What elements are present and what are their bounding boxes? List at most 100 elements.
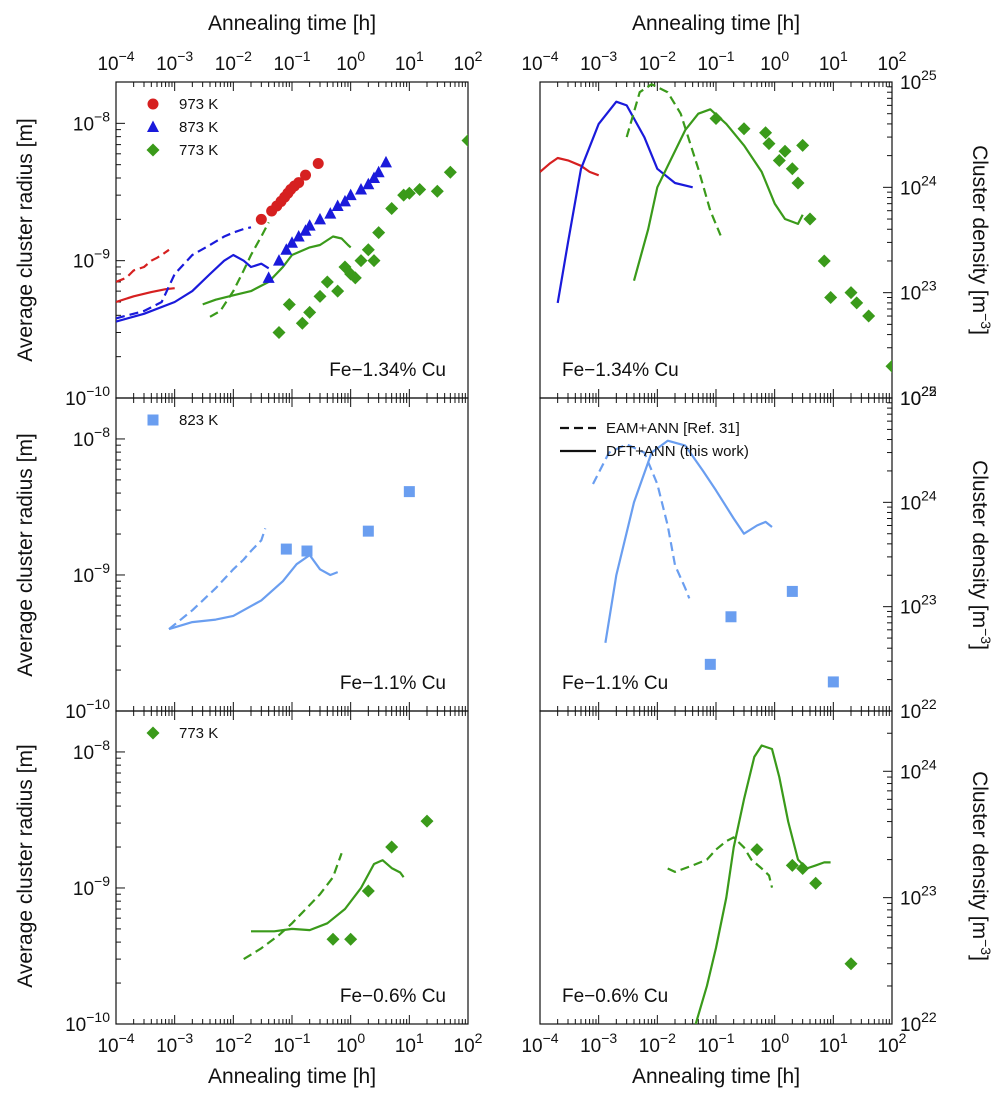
x-tick-label-base: 10 <box>395 1036 416 1057</box>
y-tick-label-exp: 24 <box>921 756 937 772</box>
x-tick-label-base: 10 <box>580 1036 601 1057</box>
x-tick-label: 100 <box>336 48 365 75</box>
y-tick-label-base: 10 <box>73 430 94 451</box>
x-tick-label: 101 <box>819 48 848 75</box>
data-point-diamond <box>809 876 823 890</box>
series-line-lightblue-solid <box>604 439 773 643</box>
y-tick-label-base: 10 <box>73 252 94 273</box>
data-point-triangle <box>372 165 385 178</box>
y-tick-label: 1024 <box>900 756 937 783</box>
x-tick-label: 102 <box>454 1030 483 1057</box>
y-tick-label: 10−9 <box>73 873 110 900</box>
y-tick-label-exp: 22 <box>921 696 937 712</box>
x-tick-label: 10−2 <box>215 1030 252 1057</box>
data-point-circle <box>312 157 324 169</box>
x-tick-label-base: 10 <box>819 1036 840 1057</box>
x-tick-label-base: 10 <box>273 1036 294 1057</box>
y-tick-label-base: 10 <box>900 284 921 305</box>
y-tick-label-base: 10 <box>73 566 94 587</box>
data-point-triangle <box>280 243 293 255</box>
x-tick-label-base: 10 <box>697 54 718 75</box>
data-point-diamond <box>785 162 799 176</box>
x-tick-label-base: 10 <box>760 54 781 75</box>
y-tick-label-exp: −9 <box>94 873 110 889</box>
data-point-triangle <box>338 194 351 207</box>
data-point-diamond <box>282 297 296 311</box>
data-layer <box>168 486 415 631</box>
x-tick-label-base: 10 <box>878 1036 899 1057</box>
legend-marker-circle <box>147 98 159 110</box>
ylabel-left-bottom: Average cluster radius [m] <box>14 744 37 988</box>
data-point-diamond <box>385 201 399 215</box>
data-point-triangle <box>272 254 285 266</box>
ylabel-right-bottom: Cluster density [m−3] <box>968 771 994 961</box>
data-point-square <box>301 545 313 557</box>
x-tick-label: 10−3 <box>156 1030 193 1057</box>
data-point-diamond <box>361 884 375 898</box>
data-point-circle <box>300 169 312 181</box>
series-line-green-solid <box>202 235 352 306</box>
x-tick-label: 10−4 <box>97 1030 134 1057</box>
bottom-xlabel-left: Annealing time [h] <box>208 1065 376 1088</box>
x-tick-label: 10−2 <box>639 48 676 75</box>
y-tick-label-base: 10 <box>65 702 86 723</box>
y-tick-label: 10−8 <box>73 424 110 451</box>
data-point-square <box>362 525 374 537</box>
data-point-diamond <box>354 254 368 268</box>
y-tick-label: 10−10 <box>65 383 110 410</box>
data-point-diamond <box>772 153 786 167</box>
legend-marker-square <box>147 414 159 426</box>
data-point-diamond <box>295 316 309 330</box>
data-point-square <box>786 585 798 597</box>
series-line-green-dashed <box>243 852 343 961</box>
x-tick-label-base: 10 <box>215 1036 236 1057</box>
data-point-circle <box>255 213 267 225</box>
bottom-xlabel-right: Annealing time [h] <box>632 1065 800 1088</box>
y-tick-label-base: 10 <box>73 114 94 135</box>
data-point-diamond <box>791 176 805 190</box>
y-tick-label: 1023 <box>900 278 937 305</box>
x-tick-label: 10−3 <box>580 1030 617 1057</box>
y-tick-label-base: 10 <box>900 73 921 94</box>
x-tick-label: 102 <box>878 48 907 75</box>
x-tick-label-exp: 2 <box>475 1030 483 1046</box>
data-point-diamond <box>348 271 362 285</box>
x-tick-label: 10−2 <box>215 48 252 75</box>
x-tick-label-base: 10 <box>156 1036 177 1057</box>
x-tick-label: 101 <box>819 1030 848 1057</box>
data-point-square <box>725 611 737 623</box>
x-tick-label: 10−4 <box>521 1030 558 1057</box>
x-tick-label-base: 10 <box>878 54 899 75</box>
top-xlabel-left: Annealing time [h] <box>208 12 376 35</box>
x-tick-label: 100 <box>760 1030 789 1057</box>
x-tick-label-exp: 1 <box>416 48 424 64</box>
data-point-diamond <box>272 325 286 339</box>
x-tick-label-base: 10 <box>760 1036 781 1057</box>
y-tick-label-base: 10 <box>65 389 86 410</box>
data-point-diamond <box>785 858 799 872</box>
data-point-square <box>827 676 839 688</box>
data-layer <box>540 83 892 373</box>
data-point-diamond <box>737 122 751 136</box>
series-line-green-solid <box>694 744 831 1024</box>
y-tick-label-base: 10 <box>65 1015 86 1036</box>
data-point-diamond <box>885 359 892 373</box>
data-layer <box>243 814 434 961</box>
x-tick-label-exp: 2 <box>899 1030 907 1046</box>
ylabel-right-bottom-close: ] <box>968 955 991 961</box>
y-tick-label-exp: −10 <box>86 1009 110 1025</box>
y-tick-label-base: 10 <box>900 889 921 910</box>
ylabel-left-top: Average cluster radius [m] <box>14 118 37 362</box>
series-line-green-dashed <box>667 836 774 888</box>
x-tick-label: 100 <box>336 1030 365 1057</box>
data-point-diamond <box>413 182 427 196</box>
data-point-triangle <box>331 199 344 212</box>
ylabel-left-mid: Average cluster radius [m] <box>14 433 37 677</box>
x-tick-label: 101 <box>395 1030 424 1057</box>
y-tick-label-base: 10 <box>900 178 921 199</box>
y-tick-label-exp: −8 <box>94 737 110 753</box>
series-line-blue-solid <box>556 100 693 304</box>
data-point-triangle <box>286 236 298 248</box>
